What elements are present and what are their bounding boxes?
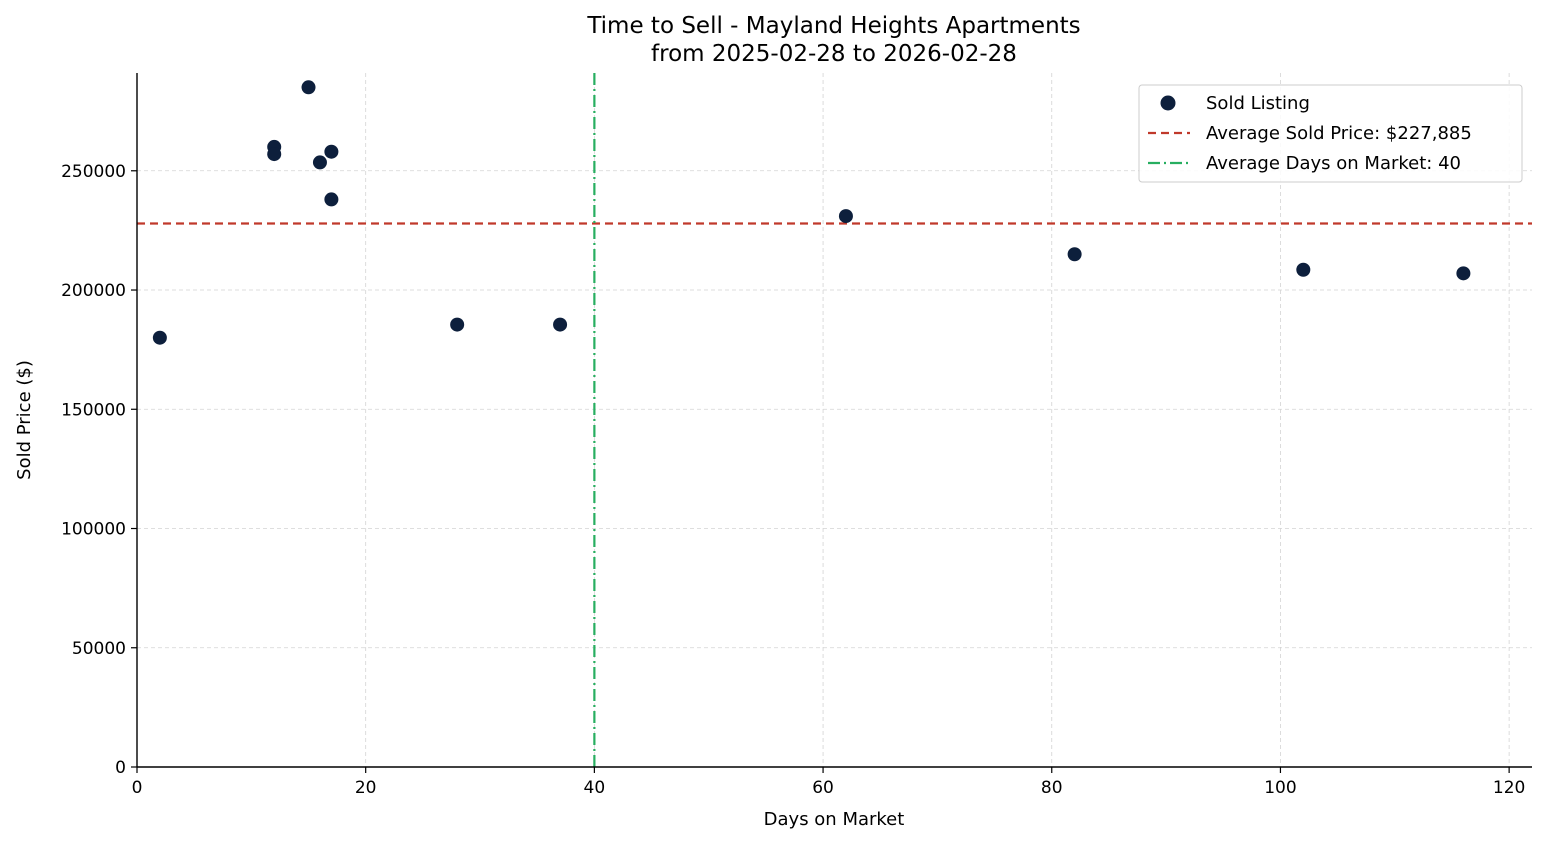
chart-subtitle: from 2025-02-28 to 2026-02-28	[651, 41, 1017, 67]
chart-title: Time to Sell - Mayland Heights Apartment…	[586, 13, 1080, 39]
y-tick-label: 250000	[61, 162, 126, 182]
x-tick-label: 20	[355, 778, 377, 798]
legend-box	[1138, 84, 1523, 183]
y-tick-label: 200000	[61, 281, 126, 301]
data-point	[450, 317, 465, 332]
data-point	[1456, 266, 1471, 281]
x-axis-label: Days on Market	[764, 809, 905, 830]
y-axis-label: Sold Price ($)	[14, 360, 35, 480]
x-tick-label: 40	[584, 778, 606, 798]
data-point	[324, 192, 339, 207]
data-point	[324, 144, 339, 159]
x-axis-ticks: 0 20 40 60 80 100 120	[132, 767, 1525, 798]
y-tick-label: 0	[115, 758, 126, 778]
x-tick-label: 0	[132, 778, 143, 798]
axes	[136, 73, 1532, 768]
x-tick-label: 60	[812, 778, 834, 798]
data-point	[838, 209, 853, 224]
legend-label-average-price: Average Sold Price: $227,885	[1206, 123, 1472, 144]
data-point	[267, 147, 282, 162]
data-point	[1067, 247, 1082, 262]
x-tick-label: 100	[1264, 778, 1296, 798]
data-points	[152, 80, 1471, 345]
y-axis-ticks: 0 50000 100000 150000 200000 250000	[61, 162, 137, 778]
data-point	[301, 80, 316, 95]
reference-lines	[137, 73, 1532, 767]
y-tick-label: 100000	[61, 520, 126, 540]
x-tick-label: 120	[1493, 778, 1525, 798]
y-tick-label: 50000	[72, 639, 126, 659]
data-point	[152, 330, 167, 345]
data-point	[1296, 262, 1311, 277]
legend-label-average-days: Average Days on Market: 40	[1206, 153, 1461, 174]
data-point	[312, 155, 327, 170]
y-tick-label: 150000	[61, 400, 126, 420]
legend: Sold Listing Average Sold Price: $227,88…	[1138, 84, 1523, 183]
data-point	[553, 317, 568, 332]
legend-marker-sold-listing	[1160, 95, 1176, 111]
legend-label-sold-listing: Sold Listing	[1206, 93, 1310, 114]
x-tick-label: 80	[1041, 778, 1063, 798]
